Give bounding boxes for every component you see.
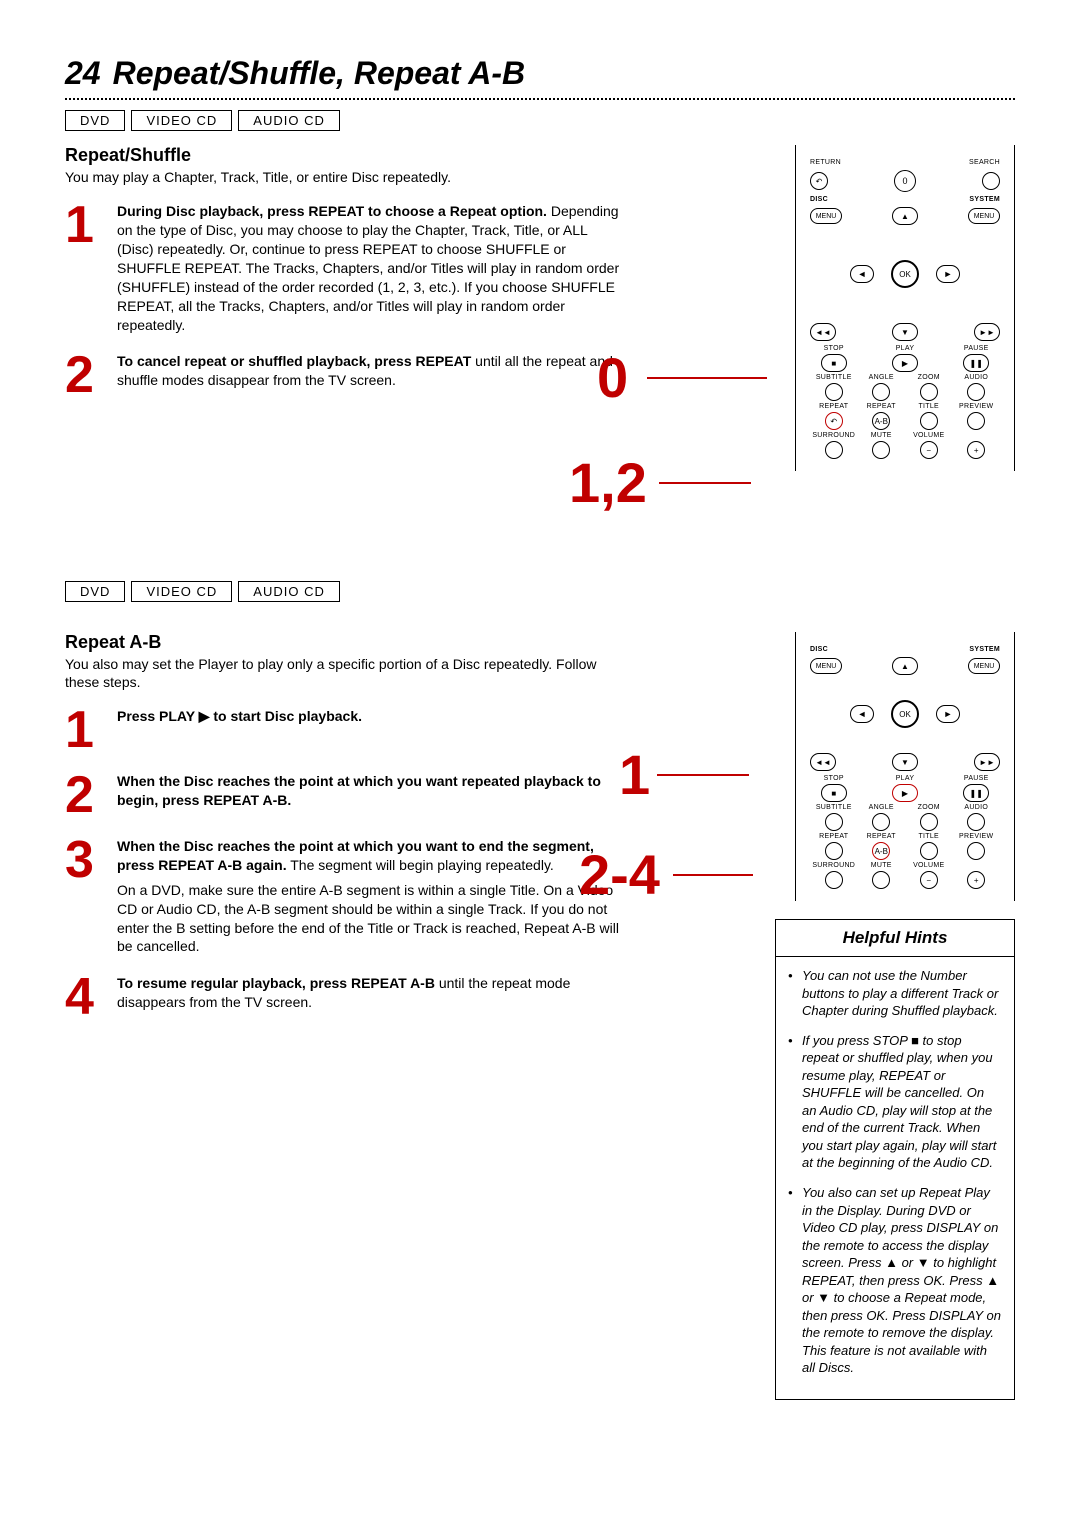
repeat-ab-button: A-B bbox=[872, 842, 890, 860]
tag-dvd: DVD bbox=[65, 581, 125, 602]
page-title: 24 Repeat/Shuffle, Repeat A-B bbox=[65, 55, 1015, 100]
hints-body: You can not use the Number buttons to pl… bbox=[776, 957, 1014, 1399]
section1-intro: You may play a Chapter, Track, Title, or… bbox=[65, 168, 625, 186]
play-button: ▶ bbox=[892, 784, 918, 802]
step-number: 4 bbox=[65, 974, 103, 1021]
hint-item: You also can set up Repeat Play in the D… bbox=[788, 1184, 1002, 1377]
dpad: OK ◄ ► bbox=[850, 229, 960, 319]
dpad: OK ◄ ► bbox=[850, 679, 960, 749]
step-1-2: 2 To cancel repeat or shuffled playback,… bbox=[65, 352, 625, 399]
step-number: 1 bbox=[65, 202, 103, 334]
repeat-button: ↶ bbox=[825, 412, 843, 430]
remote-area-1: 0 1,2 RETURNSEARCH ↶0 DISCSYSTEM MENU▲ME… bbox=[649, 145, 1015, 471]
step-bold: When the Disc reaches the point at which… bbox=[117, 773, 601, 808]
tag-audio-cd: AUDIO CD bbox=[238, 110, 340, 131]
callout-12: 1,2 bbox=[569, 450, 647, 515]
callout-line bbox=[657, 774, 749, 776]
step-number: 2 bbox=[65, 352, 103, 399]
helpful-hints: Helpful Hints You can not use the Number… bbox=[775, 919, 1015, 1400]
step-bold: To cancel repeat or shuffled playback, p… bbox=[117, 353, 471, 369]
step-bold: To resume regular playback, press REPEAT… bbox=[117, 975, 435, 991]
step-text: To resume regular playback, press REPEAT… bbox=[117, 974, 625, 1021]
step-1-1: 1 During Disc playback, press REPEAT to … bbox=[65, 202, 625, 334]
section2-heading: Repeat A-B bbox=[65, 632, 625, 653]
step-text: When the Disc reaches the point at which… bbox=[117, 772, 625, 819]
hint-item: You can not use the Number buttons to pl… bbox=[788, 967, 1002, 1020]
hints-title: Helpful Hints bbox=[776, 920, 1014, 957]
step-bold: During Disc playback, press REPEAT to ch… bbox=[117, 203, 547, 219]
tag-dvd: DVD bbox=[65, 110, 125, 131]
tag-audio-cd: AUDIO CD bbox=[238, 581, 340, 602]
remote-diagram-1: RETURNSEARCH ↶0 DISCSYSTEM MENU▲MENU OK … bbox=[795, 145, 1015, 471]
page-number: 24 bbox=[65, 55, 101, 91]
step-2-3: 3 When the Disc reaches the point at whi… bbox=[65, 837, 625, 956]
step-rest: The segment will begin playing repeatedl… bbox=[287, 857, 554, 873]
callout-line bbox=[659, 482, 751, 484]
title-text: Repeat/Shuffle, Repeat A-B bbox=[113, 55, 526, 91]
step-bold: Press PLAY ▶ to start Disc playback. bbox=[117, 708, 362, 724]
callout-0: 0 bbox=[597, 345, 628, 410]
remote-area-2: 1 2-4 DISCSYSTEM MENU▲MENU OK ◄ ► ◄◄▼►► … bbox=[649, 632, 1015, 1400]
step-text: During Disc playback, press REPEAT to ch… bbox=[117, 202, 625, 334]
tags-row-2: DVD VIDEO CD AUDIO CD bbox=[65, 581, 1015, 602]
hint-item: If you press STOP ■ to stop repeat or sh… bbox=[788, 1032, 1002, 1172]
tag-video-cd: VIDEO CD bbox=[131, 110, 232, 131]
remote-diagram-2: DISCSYSTEM MENU▲MENU OK ◄ ► ◄◄▼►► STOP■ … bbox=[795, 632, 1015, 901]
tag-video-cd: VIDEO CD bbox=[131, 581, 232, 602]
section2-intro: You also may set the Player to play only… bbox=[65, 655, 625, 691]
zero-button: 0 bbox=[894, 170, 916, 192]
callout-line bbox=[647, 377, 767, 379]
step-text: To cancel repeat or shuffled playback, p… bbox=[117, 352, 625, 399]
step-text: When the Disc reaches the point at which… bbox=[117, 837, 625, 956]
step-text: Press PLAY ▶ to start Disc playback. bbox=[117, 707, 625, 754]
step-2-1: 1 Press PLAY ▶ to start Disc playback. bbox=[65, 707, 625, 754]
step-2-2: 2 When the Disc reaches the point at whi… bbox=[65, 772, 625, 819]
step-number: 2 bbox=[65, 772, 103, 819]
callout-1: 1 bbox=[619, 742, 650, 807]
section1-heading: Repeat/Shuffle bbox=[65, 145, 625, 166]
tags-row-1: DVD VIDEO CD AUDIO CD bbox=[65, 110, 1015, 131]
step-extra: On a DVD, make sure the entire A-B segme… bbox=[117, 881, 625, 957]
callout-line bbox=[673, 874, 753, 876]
step-number: 1 bbox=[65, 707, 103, 754]
callout-24: 2-4 bbox=[579, 842, 660, 907]
step-2-4: 4 To resume regular playback, press REPE… bbox=[65, 974, 625, 1021]
step-rest: Depending on the type of Disc, you may c… bbox=[117, 203, 619, 332]
step-number: 3 bbox=[65, 837, 103, 956]
